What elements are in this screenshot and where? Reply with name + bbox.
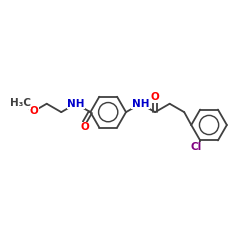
Text: NH: NH bbox=[132, 99, 149, 109]
Text: O: O bbox=[80, 122, 89, 132]
Text: O: O bbox=[30, 106, 38, 116]
Text: H₃C: H₃C bbox=[10, 98, 31, 108]
Text: Cl: Cl bbox=[190, 142, 202, 152]
Text: NH: NH bbox=[67, 99, 84, 109]
Text: O: O bbox=[151, 92, 160, 102]
